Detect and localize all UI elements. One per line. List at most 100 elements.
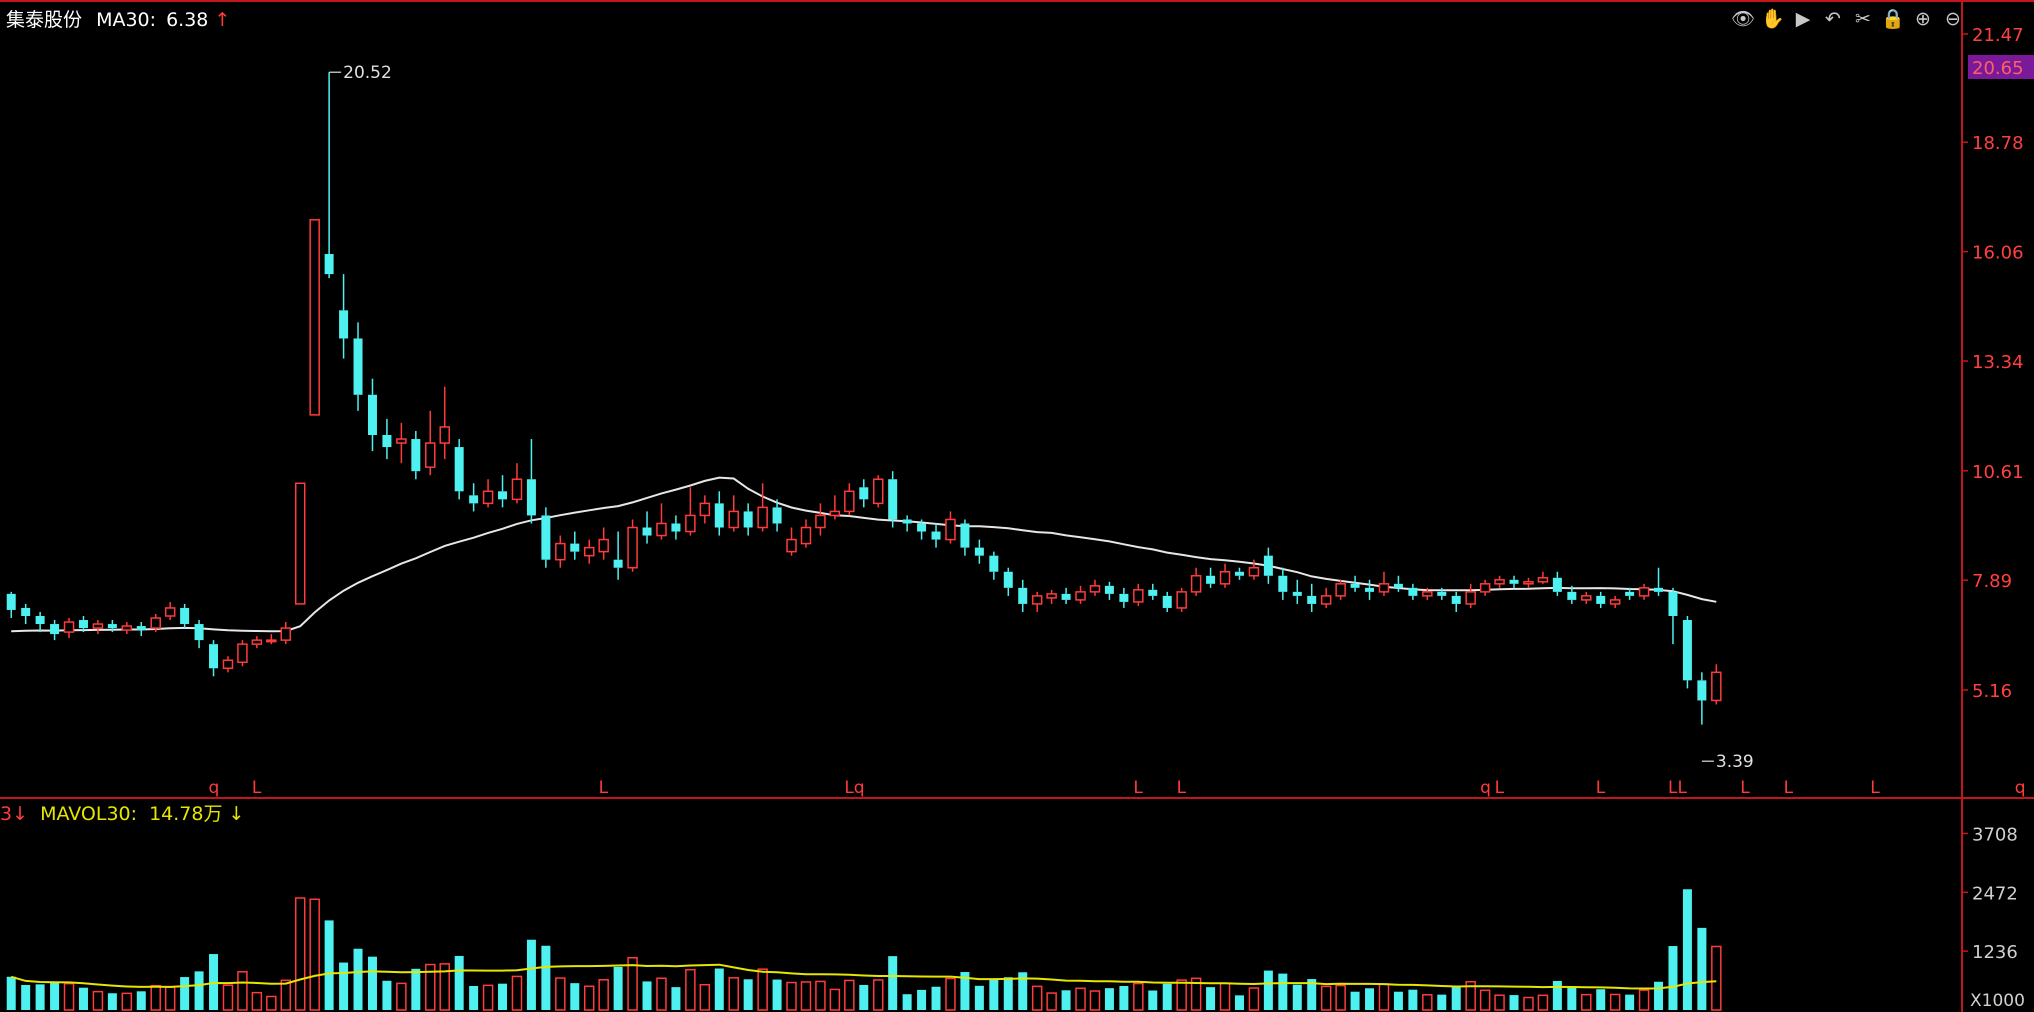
eye-icon[interactable]: 👁 <box>1730 8 1756 30</box>
candle <box>180 603 190 629</box>
volume-bar <box>613 966 623 1010</box>
volume-bar <box>598 979 609 1011</box>
undo-icon[interactable]: ↶ <box>1825 8 1841 30</box>
volume-bar <box>1248 987 1260 1011</box>
candle <box>511 463 523 504</box>
volume-bar <box>829 988 841 1011</box>
volume-bar <box>1509 995 1519 1010</box>
candle <box>526 439 536 524</box>
candle <box>1075 585 1086 604</box>
volume-bar <box>815 980 826 1011</box>
candle <box>1697 672 1707 725</box>
candle <box>1668 587 1678 645</box>
volume-bar <box>1437 994 1447 1010</box>
volume-prefix: 3↓ <box>0 803 28 825</box>
max-price-annotation: 20.52 <box>343 63 392 83</box>
candle <box>1133 583 1144 606</box>
volume-bar <box>1378 983 1390 1011</box>
candle <box>541 507 551 568</box>
candle <box>121 622 133 635</box>
candle <box>237 640 248 667</box>
volume-bar <box>78 987 88 1010</box>
volume-bar <box>164 986 176 1011</box>
candle <box>728 495 739 532</box>
candles <box>6 72 1722 725</box>
lock-icon[interactable]: 🔒 <box>1881 8 1905 30</box>
candle <box>367 378 377 452</box>
volume-bar <box>570 983 580 1010</box>
signal-marker: L <box>599 778 609 798</box>
volume-bar <box>180 977 190 1010</box>
candle <box>671 515 681 540</box>
volume-bar <box>1479 989 1491 1011</box>
volume-bar <box>1176 979 1187 1011</box>
zoom-in-icon[interactable]: ⊕ <box>1915 8 1931 30</box>
zoom-out-icon[interactable]: ⊖ <box>1945 8 1961 30</box>
vol-tick-label: 3708 <box>1972 824 2018 845</box>
volume-bar <box>1668 946 1678 1010</box>
mavol30-line <box>10 963 1717 990</box>
volume-bar <box>989 978 999 1010</box>
candle <box>1581 591 1592 604</box>
candle <box>194 620 204 649</box>
candle <box>439 386 450 460</box>
candle <box>1451 591 1461 612</box>
candle <box>642 511 652 544</box>
candle <box>107 620 117 633</box>
candle <box>1003 567 1013 596</box>
volume-bar <box>280 979 292 1011</box>
play-icon[interactable]: ▶ <box>1795 8 1811 30</box>
volume-bar <box>309 898 320 1011</box>
candle <box>222 656 234 673</box>
signal-marker: L <box>1495 778 1505 798</box>
volume-bar <box>107 993 117 1010</box>
candle <box>1219 563 1231 588</box>
volume-bar <box>945 977 956 1011</box>
candle <box>21 603 31 625</box>
volume-bar <box>50 982 60 1010</box>
volume-bar <box>511 975 523 1011</box>
candle <box>1567 585 1577 604</box>
volume-bar <box>1581 993 1592 1011</box>
candle <box>339 274 349 359</box>
volume-bar <box>844 979 855 1011</box>
candle <box>656 503 667 540</box>
volume-bar <box>1335 984 1346 1011</box>
volume-bar <box>425 963 436 1011</box>
volume-bar <box>136 991 146 1010</box>
volume-bar <box>1654 981 1664 1010</box>
candle <box>960 519 970 556</box>
volume-bar <box>35 984 45 1010</box>
volume-bar <box>1465 981 1476 1011</box>
candle <box>1307 583 1317 612</box>
volume-bar <box>1365 988 1375 1010</box>
volume-bar <box>1075 987 1086 1011</box>
candle <box>1278 567 1288 600</box>
volume-bar <box>1148 990 1158 1010</box>
signal-marker: L <box>1870 778 1880 798</box>
candle <box>1234 567 1244 580</box>
candle <box>382 418 392 460</box>
candle <box>627 519 638 572</box>
candle <box>1422 587 1433 600</box>
candle <box>570 531 580 560</box>
signal-marker: Lq <box>844 778 864 798</box>
volume-bar <box>714 968 724 1010</box>
signal-marker: L <box>1740 778 1750 798</box>
volume-bar <box>1234 995 1244 1010</box>
candle <box>1596 591 1606 608</box>
volume-bar <box>1046 992 1057 1011</box>
volume-bar <box>1219 982 1231 1011</box>
volume-bar <box>1263 970 1273 1010</box>
candle <box>35 611 45 633</box>
volume-bar <box>1609 993 1621 1011</box>
scissors-icon[interactable]: ✂ <box>1855 8 1871 30</box>
signal-marker: L <box>1596 778 1606 798</box>
y-tick-label: 16.06 <box>1972 243 2024 264</box>
candle <box>685 487 696 536</box>
hand-icon[interactable]: ✋ <box>1761 8 1785 30</box>
candle <box>844 483 855 516</box>
candle <box>1104 581 1114 600</box>
candle <box>425 410 436 476</box>
